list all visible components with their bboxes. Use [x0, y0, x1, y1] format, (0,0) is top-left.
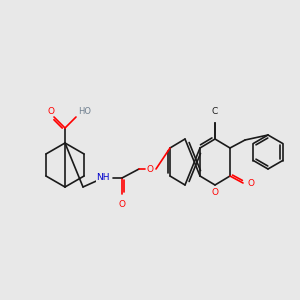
Text: O: O: [146, 164, 154, 173]
Text: C: C: [212, 107, 218, 116]
Text: HO: HO: [78, 107, 91, 116]
Text: O: O: [212, 188, 218, 197]
Text: NH: NH: [96, 173, 110, 182]
Text: O: O: [118, 200, 125, 209]
Text: O: O: [248, 178, 255, 188]
Text: O: O: [47, 107, 54, 116]
